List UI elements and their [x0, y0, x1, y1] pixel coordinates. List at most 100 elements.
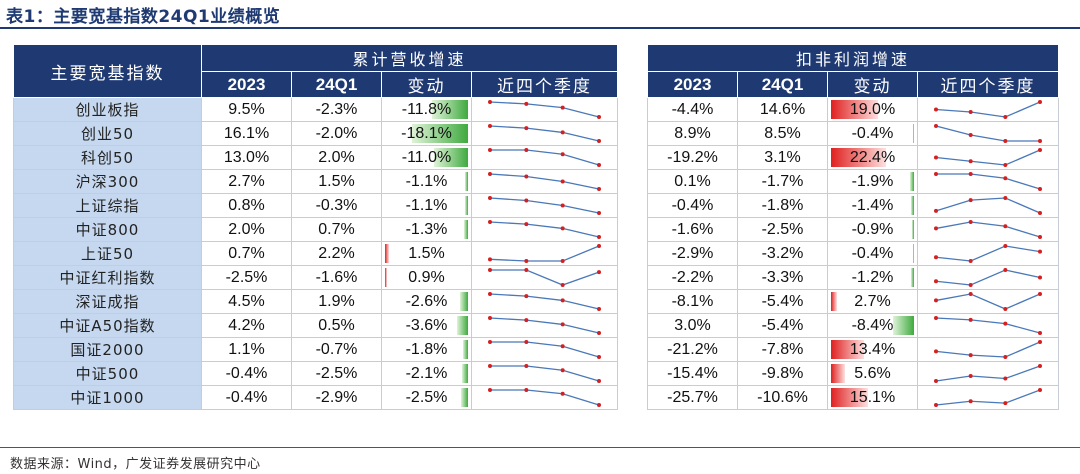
decrease-bar [461, 364, 469, 383]
sparkline-line [489, 173, 600, 190]
rev-24q1-value: 0.5% [291, 313, 382, 338]
sparkline-point [488, 388, 492, 392]
sparkline-point [1003, 355, 1008, 359]
sparkline-point [560, 344, 565, 349]
rev-change-cell: -11.8% [381, 97, 472, 122]
sparkline-line [490, 389, 600, 406]
decrease-bar [460, 292, 469, 311]
change-value: -1.2% [851, 268, 894, 286]
prof-trend-sparkline [917, 169, 1059, 194]
prof-change-cell: -0.4% [827, 121, 918, 146]
prof-24q1-value: 8.5% [737, 121, 828, 146]
header-prof-24q1: 24Q1 [737, 71, 828, 98]
table-row: 中证A50指数 4.2% 0.5% -3.6% 3.0% -5.4% -8.4% [13, 313, 1059, 338]
sparkline-point [934, 316, 938, 320]
sparkline-point [1003, 321, 1008, 326]
index-name: 深证成指 [13, 289, 202, 314]
rev-2023-value: 2.7% [201, 169, 292, 194]
sparkline-point [488, 268, 492, 272]
sparkline-point [524, 294, 529, 299]
prof-24q1-value: -5.4% [737, 313, 828, 338]
sparkline-line [490, 269, 600, 286]
prof-trend-sparkline [917, 361, 1059, 386]
sparkline-point [968, 283, 973, 287]
sparkline-line [935, 341, 1041, 358]
prof-24q1-value: -3.2% [737, 241, 828, 266]
rev-2023-value: -0.4% [201, 361, 292, 386]
sparkline-line [935, 269, 1041, 286]
prof-24q1-value: -9.8% [737, 361, 828, 386]
change-value: -11.0% [401, 148, 452, 166]
sparkline-point [560, 130, 565, 135]
rev-24q1-value: 0.7% [291, 217, 382, 242]
rev-2023-value: 0.8% [201, 193, 292, 218]
header-prof-trend: 近四个季度 [917, 71, 1059, 98]
sparkline-chart [934, 388, 1042, 407]
sparkline-point [524, 198, 529, 203]
header-prof-2023: 2023 [647, 71, 738, 98]
sparkline-line [490, 149, 600, 166]
rev-change-cell: 0.9% [381, 265, 472, 290]
change-value: 5.6% [854, 364, 891, 382]
change-value: -2.5% [405, 388, 448, 406]
column-gap [617, 289, 648, 314]
table-row: 沪深300 2.7% 1.5% -1.1% 0.1% -1.7% -1.9% [13, 169, 1059, 194]
sparkline-line [935, 293, 1041, 310]
sparkline-chart [934, 292, 1042, 311]
change-value: -8.4% [851, 316, 894, 334]
prof-trend-sparkline [917, 193, 1059, 218]
performance-table: 主要宽基指数 累计营收增速 扣非利润增速 2023 24Q1 变动 近四个季度 … [13, 44, 1059, 410]
rev-trend-sparkline [471, 313, 618, 338]
header-rev-change: 变动 [381, 71, 472, 98]
sparkline-point [1038, 148, 1042, 152]
rev-2023-value: 16.1% [201, 121, 292, 146]
table-row: 创业50 16.1% -2.0% -18.1% 8.9% 8.5% -0.4% [13, 121, 1059, 146]
rev-trend-sparkline [471, 169, 618, 194]
prof-24q1-value: -1.8% [737, 193, 828, 218]
sparkline-point [488, 220, 492, 224]
sparkline-chart [934, 148, 1042, 167]
index-name: 中证500 [13, 361, 202, 386]
prof-change-cell: 13.4% [827, 337, 918, 362]
sparkline-chart [934, 364, 1042, 383]
rev-2023-value: 4.5% [201, 289, 292, 314]
decrease-bar [464, 172, 469, 191]
sparkline-chart [488, 244, 601, 263]
prof-change-cell: 22.4% [827, 145, 918, 170]
sparkline-chart [488, 292, 601, 311]
rev-24q1-value: -2.3% [291, 97, 382, 122]
sparkline-point [968, 317, 973, 322]
prof-change-cell: 2.7% [827, 289, 918, 314]
rev-24q1-value: 1.5% [291, 169, 382, 194]
sparkline-line [489, 293, 600, 310]
rev-change-cell: -2.6% [381, 289, 472, 314]
increase-bar [830, 340, 865, 359]
increase-bar [384, 244, 390, 263]
change-value: 22.4% [849, 148, 896, 166]
source-note: 数据来源：Wind，广发证券发展研究中心 [10, 457, 261, 472]
sparkline-point [1003, 163, 1008, 167]
prof-change-cell: 15.1% [827, 385, 918, 410]
sparkline-point [934, 279, 938, 284]
sparkline-point [968, 198, 973, 203]
sparkline-line [935, 317, 1041, 334]
increase-bar [384, 268, 388, 287]
sparkline-point [488, 364, 492, 368]
table-row: 科创50 13.0% 2.0% -11.0% -19.2% 3.1% 22.4% [13, 145, 1059, 170]
sparkline-chart [488, 364, 601, 383]
sparkline-point [968, 159, 973, 164]
sparkline-point [968, 172, 973, 176]
change-value: 1.5% [408, 244, 445, 262]
header-revenue-growth: 累计营收增速 [201, 44, 618, 72]
change-value: -1.9% [851, 172, 894, 190]
rev-2023-value: 9.5% [201, 97, 292, 122]
change-value: -0.4% [851, 244, 894, 262]
prof-trend-sparkline [917, 97, 1059, 122]
sparkline-point [934, 124, 938, 128]
sparkline-point [1038, 292, 1042, 296]
index-name: 上证50 [13, 241, 202, 266]
decrease-bar [893, 316, 915, 335]
rev-change-cell: -3.6% [381, 313, 472, 338]
increase-bar [830, 388, 869, 407]
sparkline-chart [934, 316, 1042, 335]
